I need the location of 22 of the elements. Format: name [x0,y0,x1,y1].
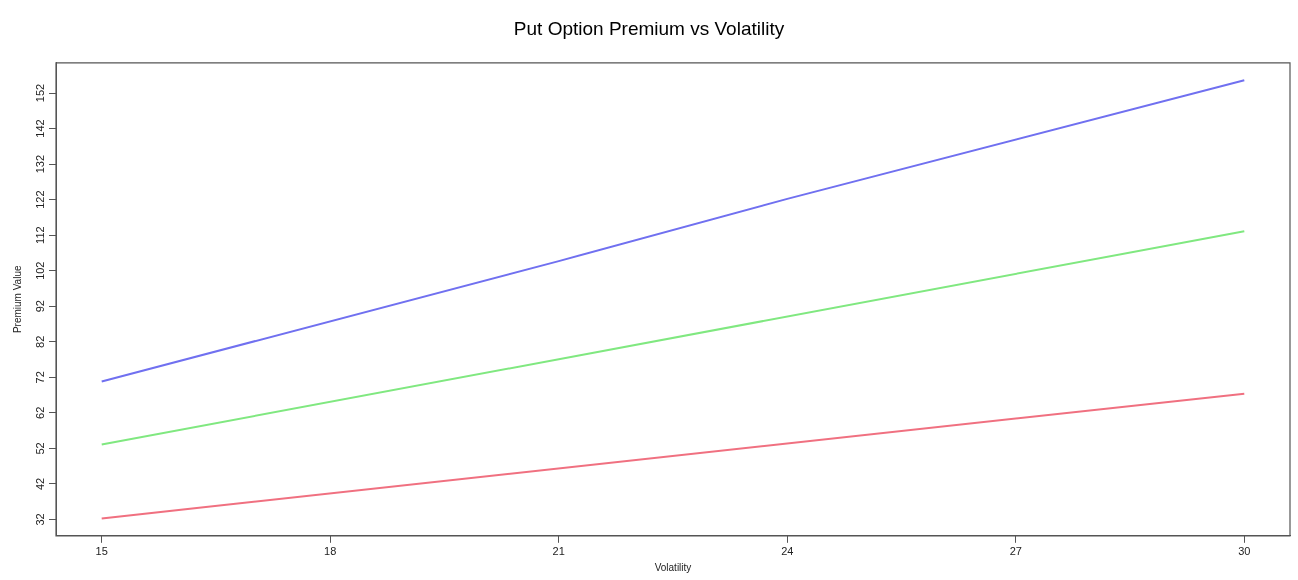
y-tick-label: 82 [33,335,46,348]
x-tick-label: 18 [324,545,337,558]
x-tick-label: 24 [781,545,794,558]
x-tick-label: 15 [95,545,108,558]
y-tick-label: 72 [33,371,46,384]
y-tick-label: 152 [33,83,46,103]
y-tick-label: 142 [33,119,46,138]
y-tick-label: 32 [33,513,46,526]
y-tick-label: 42 [33,477,46,491]
x-tick-label: 21 [552,545,565,558]
y-tick-label: 132 [33,154,46,174]
x-tick-label: 30 [1238,545,1251,558]
y-axis-title: Premium Value [11,265,23,334]
y-tick-label: 112 [33,226,46,244]
y-tick-label: 52 [33,442,46,455]
x-axis-title: Volatility [654,561,692,573]
y-tick-label: 62 [33,406,46,419]
y-tick-label: 122 [33,190,46,209]
y-tick-label: 102 [33,261,46,280]
y-tick-label: 92 [33,300,46,313]
chart-title: Put Option Premium vs Volatility [513,17,785,39]
x-tick-label: 27 [1009,545,1022,558]
